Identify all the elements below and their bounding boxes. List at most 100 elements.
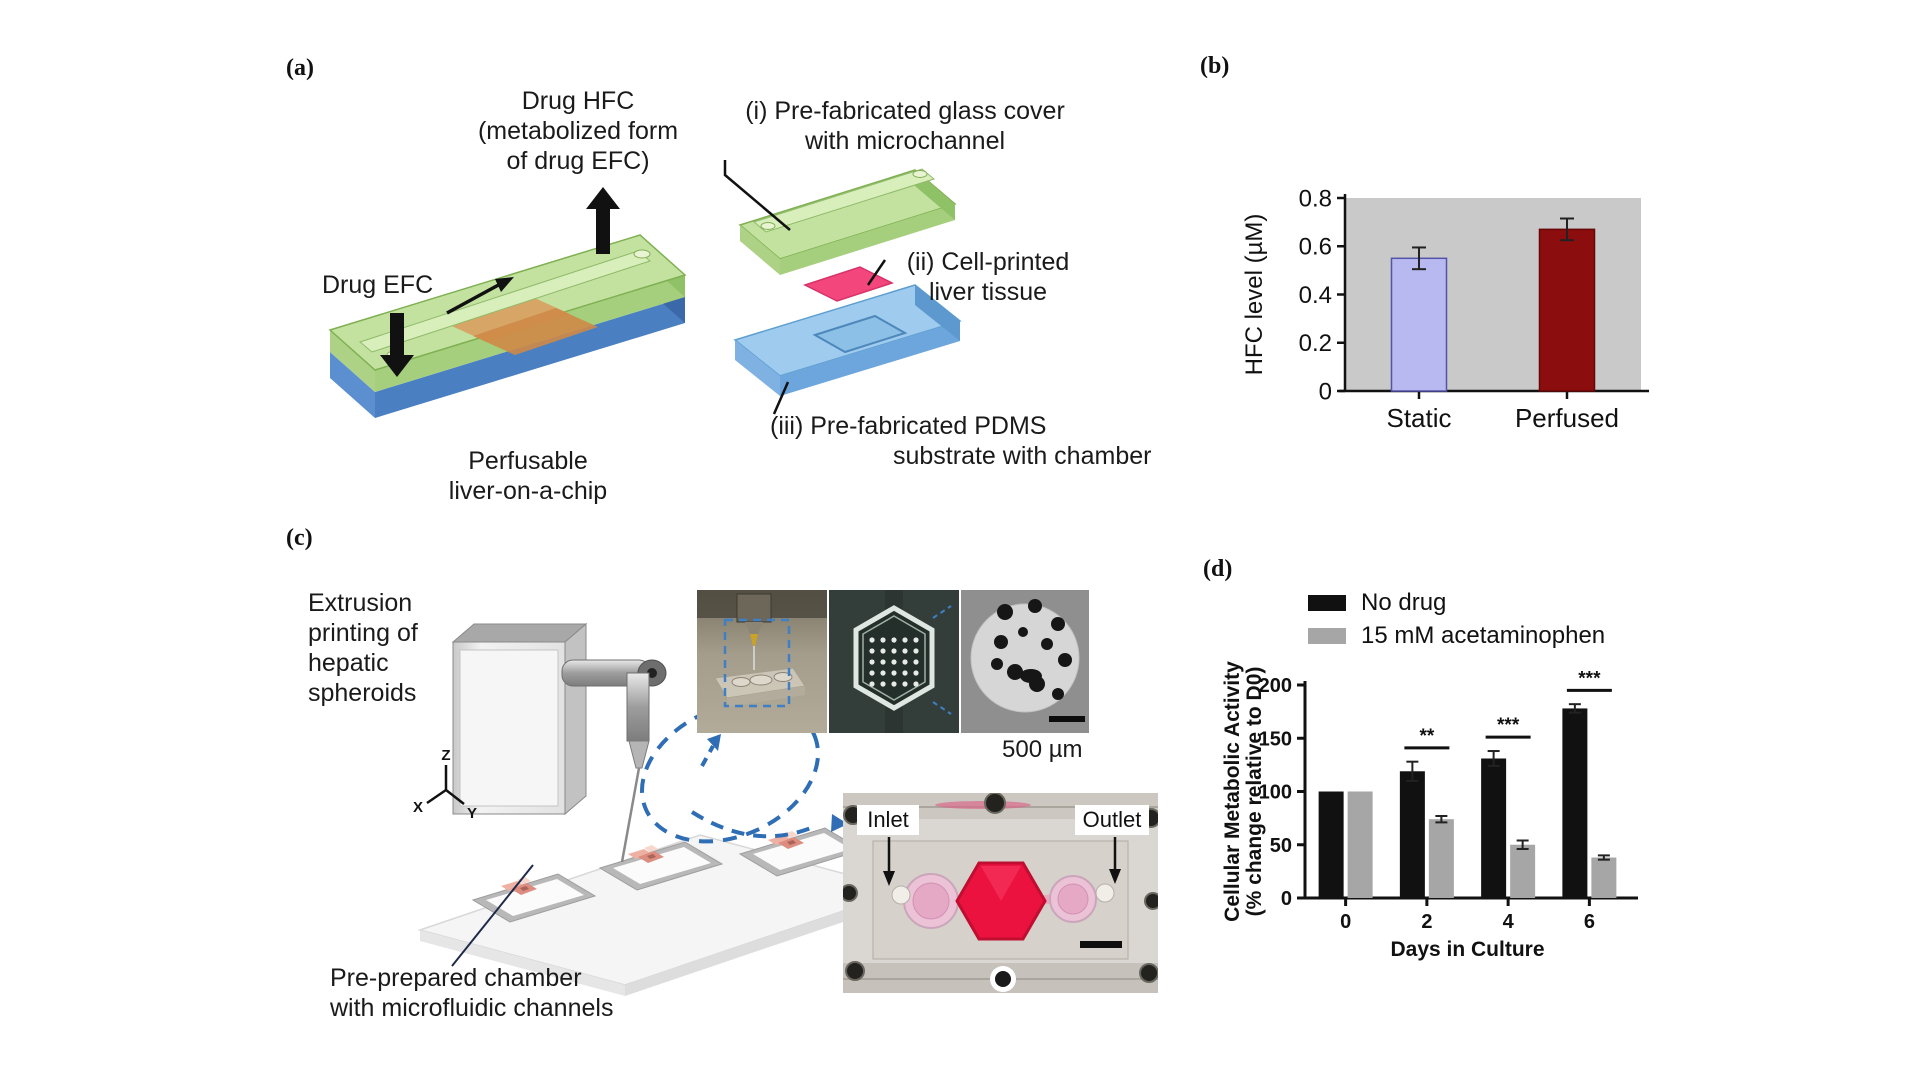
tissue-patch-2 xyxy=(473,308,598,355)
bar xyxy=(1390,257,1448,392)
extrusion-printing-label: Extrusion printing of hepatic spheroids xyxy=(308,589,418,707)
y-axis-label: (% change relative to D0) xyxy=(1243,667,1266,917)
x-axis-label: Days in Culture xyxy=(1390,938,1544,961)
legend-row-no-drug: No drug xyxy=(1308,589,1605,616)
legend-label-no-drug: No drug xyxy=(1361,589,1447,616)
plot-background xyxy=(1345,198,1641,391)
y-tick-label: 50 xyxy=(1270,835,1292,857)
drug-efc-arrow-shaft xyxy=(390,313,404,355)
bar xyxy=(1510,844,1536,898)
print-platform-front xyxy=(625,890,905,996)
inlet-port-photo xyxy=(891,885,911,905)
right-well-inner xyxy=(1057,883,1089,915)
cell-printed-tissue xyxy=(803,266,894,302)
drug-hfc-label: Drug HFC (metabolized form of drug EFC) xyxy=(477,87,679,175)
chart-d-legend: No drug 15 mM acetaminophen xyxy=(1308,589,1606,658)
bar xyxy=(1562,708,1588,898)
drug-efc-label: Drug EFC xyxy=(322,271,434,299)
microchannel xyxy=(358,250,652,353)
zoom-arrow-up-head xyxy=(707,734,721,751)
part-iii-label-line1: (iii) Pre-fabricated PDMS xyxy=(770,412,1047,440)
y-tick-label: 100 xyxy=(1259,782,1292,804)
photo-strip xyxy=(697,590,1089,733)
x-tick-label: 4 xyxy=(1503,911,1515,933)
bar xyxy=(1591,857,1617,898)
callout-line-i xyxy=(723,160,791,231)
axis-x-label: X xyxy=(413,799,423,816)
pdms-chamber-recess xyxy=(812,314,908,354)
bar xyxy=(1538,228,1596,392)
bar xyxy=(1428,819,1454,898)
panel-c-label: (c) xyxy=(286,525,313,551)
legend-swatch-no-drug xyxy=(1308,595,1346,611)
chip-photo: Inlet Outlet xyxy=(843,793,1158,993)
axis-x-line xyxy=(426,788,447,805)
axis-y-line xyxy=(445,789,465,805)
bar xyxy=(1347,791,1373,898)
printer-box-side xyxy=(564,622,587,816)
significance-mark: *** xyxy=(1578,668,1601,689)
part-iii-label-line2: substrate with chamber xyxy=(893,442,1152,470)
panel-b-label: (b) xyxy=(1200,53,1230,79)
part-i-label: (i) Pre-fabricated glass cover with micr… xyxy=(745,97,1065,155)
scale-label: 500 µm xyxy=(1002,736,1083,763)
drug-hfc-arrow-head xyxy=(586,187,620,209)
media-smear xyxy=(935,801,1031,809)
y-tick-label: 200 xyxy=(1259,675,1292,697)
x-tick-label: Static xyxy=(1386,403,1451,433)
bar xyxy=(1318,791,1344,898)
flow-direction-arrow-head xyxy=(495,277,514,292)
y-axis-label: Cellular Metabolic Activity xyxy=(1221,661,1244,922)
photo-scale-bar xyxy=(1080,941,1122,948)
micrograph-scale-bar xyxy=(1049,716,1085,722)
outlet-arrow-head xyxy=(1109,869,1121,884)
glass-cover-port-2 xyxy=(912,170,928,178)
glass-cover-front-face xyxy=(780,204,955,275)
printer-box-top xyxy=(451,623,588,643)
bioprinter-diagram: Z X Y xyxy=(413,622,908,996)
chamber-caption: Pre-prepared chamber with microfluidic c… xyxy=(330,964,614,1022)
photo-printing-process-image xyxy=(697,590,827,733)
outlet-port-photo xyxy=(1095,883,1115,903)
legend-label-acetaminophen: 15 mM acetaminophen xyxy=(1361,622,1606,649)
y-axis-label: HFC level (µM) xyxy=(1241,214,1268,376)
significance-mark: ** xyxy=(1419,726,1434,747)
drug-hfc-arrow-shaft xyxy=(596,209,610,254)
x-tick-label: 6 xyxy=(1584,911,1595,933)
photo-spheroid-micrograph xyxy=(961,590,1089,733)
inlet-arrow-head xyxy=(883,871,895,886)
liver-chip-diagram xyxy=(328,160,962,418)
photo-hex-chamber-image xyxy=(829,590,959,733)
axis-z-label: Z xyxy=(441,747,450,764)
chip-cover-left-face xyxy=(330,330,375,392)
y-tick-label: 0 xyxy=(1281,888,1292,910)
outlet-port xyxy=(633,249,651,259)
y-tick-label: 0.6 xyxy=(1299,234,1332,261)
x-tick-label: Perfused xyxy=(1515,403,1619,433)
bar xyxy=(1399,771,1425,898)
panel-d-label: (d) xyxy=(1203,556,1233,582)
legend-swatch-acetaminophen xyxy=(1308,628,1346,644)
panel-a-caption: Perfusable liver-on-a-chip xyxy=(448,447,608,505)
x-tick-label: 2 xyxy=(1421,911,1432,933)
bar xyxy=(1481,758,1507,898)
legend-row-acetaminophen: 15 mM acetaminophen xyxy=(1308,622,1606,649)
y-tick-label: 0 xyxy=(1319,378,1332,405)
inlet-label: Inlet xyxy=(857,805,919,835)
glass-cover-port-1 xyxy=(760,222,776,230)
y-tick-label: 150 xyxy=(1259,728,1292,750)
zoom-arrow-right-head xyxy=(831,814,848,832)
spheroids xyxy=(991,599,1072,700)
y-tick-label: 0.4 xyxy=(1299,282,1332,309)
glass-cover-left-face xyxy=(740,225,780,275)
zoom-arrow-up xyxy=(700,745,715,767)
left-well-inner xyxy=(912,882,950,920)
y-tick-label: 0.2 xyxy=(1299,330,1332,357)
pdms-front-face xyxy=(780,321,960,396)
pdms-right-face xyxy=(915,285,960,341)
chip-base-front-face xyxy=(375,297,685,418)
panel-a-label: (a) xyxy=(286,55,314,81)
chip-base-left-face xyxy=(330,352,375,418)
